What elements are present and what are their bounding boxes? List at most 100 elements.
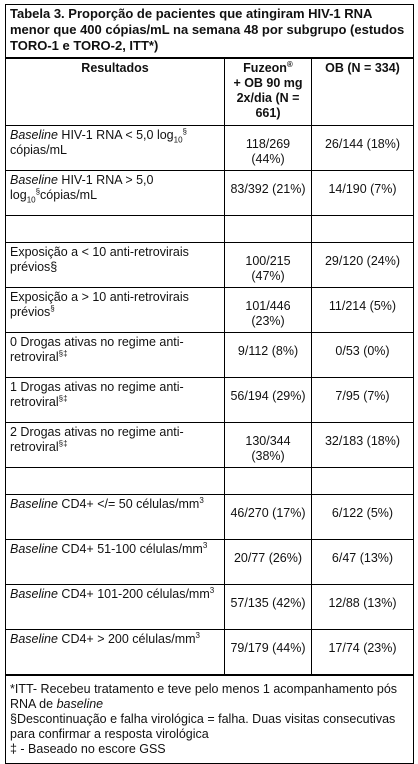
- header-cell: OB (N = 334): [311, 58, 413, 126]
- spacer-row: [6, 215, 413, 243]
- text-run: Baseline: [10, 128, 58, 142]
- value-cell: 118/269 (44%): [224, 125, 312, 171]
- data-row: Baseline CD4+ > 200 células/mm3 79/179 (4…: [6, 629, 413, 675]
- text-run: §: [50, 303, 55, 313]
- text-run: Fuzeon: [243, 61, 287, 75]
- value-cell: 57/135 (42%): [224, 584, 312, 630]
- label-cell: 0 Drogas ativas no regime anti-retrovira…: [6, 332, 225, 378]
- value-cell: 14/190 (7%): [311, 170, 413, 216]
- header-row: Resultados Fuzeon® + OB 90 mg 2x/dia (N =…: [6, 58, 413, 126]
- text-run: 0 Drogas ativas no regime anti-retrovira…: [10, 335, 184, 364]
- empty-cell: [6, 467, 225, 495]
- value-cell: 29/120 (24%): [311, 242, 413, 288]
- footnotes: *ITT- Recebeu tratamento e teve pelo men…: [6, 675, 413, 763]
- data-row: Exposição a < 10 anti-retrovirais prévio…: [6, 242, 413, 288]
- label-cell: Exposição a > 10 anti-retrovirais prévio…: [6, 287, 225, 333]
- value-cell: 32/183 (18%): [311, 422, 413, 468]
- text-run: 10: [173, 135, 183, 145]
- text-run: Baseline: [10, 497, 58, 511]
- value-cell: 17/74 (23%): [311, 629, 413, 675]
- text-run: Exposição a < 10 anti-retrovirais prévio…: [10, 245, 189, 274]
- value-cell: 26/144 (18%): [311, 125, 413, 171]
- value-cell: 6/122 (5%): [311, 494, 413, 540]
- header-cell: Fuzeon® + OB 90 mg 2x/dia (N = 661): [224, 58, 312, 126]
- text-run: CD4+ 101-200 células/mm: [57, 587, 210, 601]
- text-run: 3: [209, 585, 215, 595]
- footnote: ‡ - Baseado no escore GSS: [10, 742, 409, 757]
- text-run: 2 Drogas ativas no regime anti-retrovira…: [10, 425, 184, 454]
- text-run: Baseline: [10, 632, 58, 646]
- value-cell: 20/77 (26%): [224, 539, 312, 585]
- data-row: 2 Drogas ativas no regime anti-retrovira…: [6, 422, 413, 468]
- text-run: + OB 90 mg 2x/dia (N = 661): [233, 76, 303, 120]
- value-cell: 56/194 (29%): [224, 377, 312, 423]
- data-row: Baseline HIV-1 RNA > 5,0 log10§cópias/mL…: [6, 170, 413, 216]
- text-run: 3: [195, 630, 200, 640]
- text-run: 10: [26, 195, 36, 205]
- text-run: §‡: [58, 393, 68, 403]
- data-row: Baseline CD4+ </= 50 células/mm3 46/270 (…: [6, 494, 413, 540]
- value-cell: 9/112 (8%): [224, 332, 312, 378]
- value-cell: 7/95 (7%): [311, 377, 413, 423]
- text-run: §Descontinuação e falha virológica = fal…: [10, 712, 396, 741]
- label-cell: Baseline HIV-1 RNA < 5,0 log10§ cópias/m…: [6, 125, 225, 171]
- text-run: baseline: [56, 697, 104, 711]
- text-run: Baseline: [10, 173, 58, 187]
- text-run: CD4+ </= 50 células/mm: [57, 497, 200, 511]
- empty-cell: [224, 215, 312, 243]
- empty-cell: [311, 215, 413, 243]
- text-run: cópias/mL: [40, 188, 98, 202]
- value-cell: 11/214 (5%): [311, 287, 413, 333]
- label-cell: Baseline HIV-1 RNA > 5,0 log10§cópias/mL: [6, 170, 225, 216]
- text-run: cópias/mL: [10, 143, 67, 157]
- text-run: §‡: [58, 438, 68, 448]
- empty-cell: [311, 467, 413, 495]
- label-cell: 2 Drogas ativas no regime anti-retrovira…: [6, 422, 225, 468]
- value-cell: 6/47 (13%): [311, 539, 413, 585]
- value-cell: 101/446 (23%): [224, 287, 312, 333]
- value-cell: 130/344 (38%): [224, 422, 312, 468]
- empty-cell: [224, 467, 312, 495]
- value-cell: 0/53 (0%): [311, 332, 413, 378]
- label-cell: Baseline CD4+ 101-200 células/mm3: [6, 584, 225, 630]
- text-run: 3: [202, 540, 208, 550]
- value-cell: 83/392 (21%): [224, 170, 312, 216]
- table-body: Baseline HIV-1 RNA < 5,0 log10§ cópias/m…: [6, 125, 413, 675]
- text-run: ‡ - Baseado no escore GSS: [10, 742, 166, 756]
- data-row: Baseline CD4+ 101-200 células/mm3 57/135 …: [6, 584, 413, 630]
- value-cell: 12/88 (13%): [311, 584, 413, 630]
- label-cell: 1 Drogas ativas no regime anti-retrovira…: [6, 377, 225, 423]
- data-row: Baseline CD4+ 51-100 células/mm3 20/77 (2…: [6, 539, 413, 585]
- text-run: Exposição a > 10 anti-retrovirais prévio…: [10, 290, 189, 319]
- text-run: CD4+ > 200 células/mm: [57, 632, 196, 646]
- value-cell: 79/179 (44%): [224, 629, 312, 675]
- text-run: Baseline: [10, 542, 58, 556]
- data-row: 1 Drogas ativas no regime anti-retrovira…: [6, 377, 413, 423]
- page: Tabela 3. Proporção de pacientes que ati…: [5, 4, 414, 764]
- data-row: Baseline HIV-1 RNA < 5,0 log10§ cópias/m…: [6, 125, 413, 171]
- text-run: 1 Drogas ativas no regime anti-retrovira…: [10, 380, 184, 409]
- value-cell: 46/270 (17%): [224, 494, 312, 540]
- empty-cell: [6, 215, 225, 243]
- table-container: Tabela 3. Proporção de pacientes que ati…: [5, 4, 414, 764]
- label-cell: Baseline CD4+ 51-100 células/mm3: [6, 539, 225, 585]
- text-run: ®: [286, 59, 293, 69]
- text-run: 3: [199, 495, 204, 505]
- text-run: HIV-1 RNA > 5,0 log: [10, 173, 154, 202]
- spacer-row: [6, 467, 413, 495]
- header-cell: Resultados: [6, 58, 225, 126]
- text-run: CD4+ 51-100 células/mm: [57, 542, 203, 556]
- footnote: §Descontinuação e falha virológica = fal…: [10, 712, 409, 742]
- results-table: Resultados Fuzeon® + OB 90 mg 2x/dia (N =…: [6, 58, 413, 675]
- value-cell: 100/215 (47%): [224, 242, 312, 288]
- data-row: Exposição a > 10 anti-retrovirais prévio…: [6, 287, 413, 333]
- footnote: *ITT- Recebeu tratamento e teve pelo men…: [10, 682, 409, 712]
- table-title: Tabela 3. Proporção de pacientes que ati…: [6, 5, 413, 58]
- text-run: Baseline: [10, 587, 58, 601]
- label-cell: Baseline CD4+ > 200 células/mm3: [6, 629, 225, 675]
- text-run: §: [182, 126, 187, 136]
- label-cell: Exposição a < 10 anti-retrovirais prévio…: [6, 242, 225, 288]
- text-run: §: [35, 186, 41, 196]
- label-cell: Baseline CD4+ </= 50 células/mm3: [6, 494, 225, 540]
- data-row: 0 Drogas ativas no regime anti-retrovira…: [6, 332, 413, 378]
